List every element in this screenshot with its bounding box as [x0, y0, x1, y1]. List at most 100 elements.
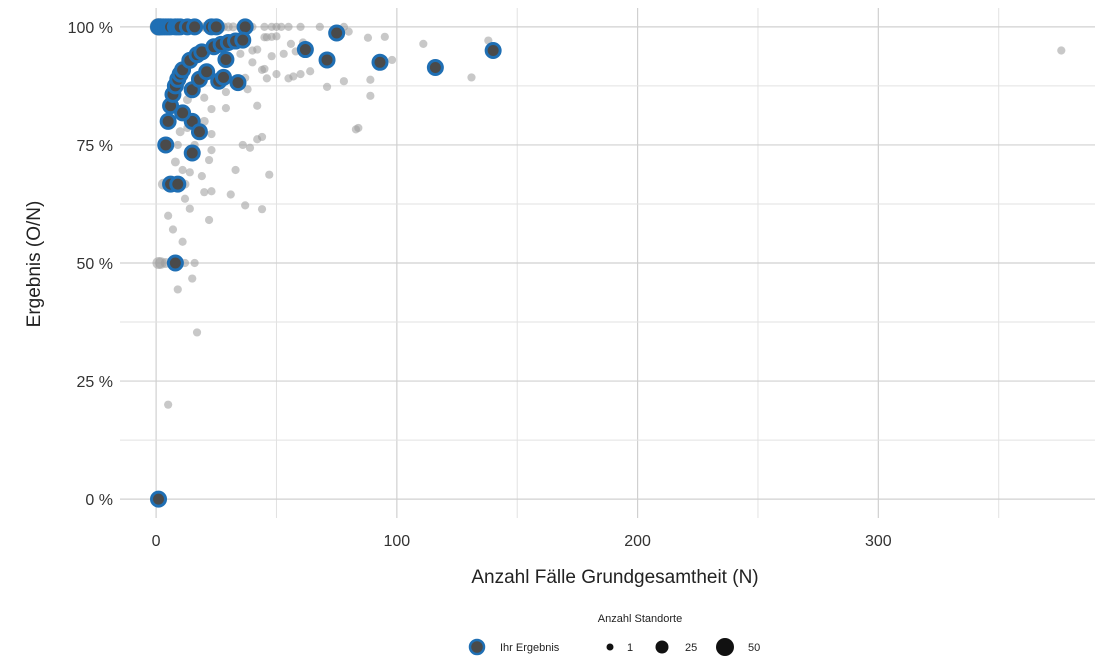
background-point: [173, 285, 182, 294]
background-point: [322, 82, 332, 91]
background-point: [267, 52, 276, 61]
x-tick-label: 200: [624, 533, 651, 550]
background-point: [419, 39, 428, 48]
background-point: [180, 194, 190, 203]
background-point: [245, 143, 255, 152]
highlight-point: [159, 112, 177, 130]
legend: Anzahl Standorte Ihr Ergebnis 1 25 50: [468, 613, 760, 656]
x-tick-label: 300: [865, 533, 892, 550]
background-point: [272, 32, 281, 41]
legend-size-50-marker: [716, 638, 734, 656]
background-point: [178, 165, 187, 175]
highlight-point: [183, 144, 201, 162]
highlight-point: [426, 59, 444, 76]
background-point: [296, 70, 305, 79]
background-point: [1057, 46, 1066, 55]
background-point: [238, 140, 247, 150]
background-point: [170, 157, 180, 167]
background-point: [363, 33, 373, 42]
background-point: [262, 74, 271, 83]
legend-size-1-label: 1: [627, 642, 633, 654]
background-point: [207, 187, 216, 196]
highlight-point: [371, 53, 389, 71]
background-point: [248, 58, 257, 67]
highlight-point: [484, 42, 502, 59]
highlight-point: [207, 18, 225, 36]
highlight-point: [217, 50, 235, 68]
highlight-point: [215, 68, 233, 86]
background-point: [188, 274, 197, 283]
legend-size-25-label: 25: [685, 642, 697, 654]
highlight-points: [150, 18, 502, 508]
background-point: [253, 45, 262, 54]
highlight-point: [190, 123, 208, 141]
legend-highlight-label: Ihr Ergebnis: [500, 642, 560, 654]
highlight-point: [234, 31, 252, 49]
background-point: [339, 77, 348, 86]
background-point: [185, 204, 194, 213]
background-point: [315, 22, 324, 31]
background-point: [204, 215, 214, 225]
x-tick-labels: 0 100 200 300: [152, 533, 892, 550]
highlight-point: [229, 74, 247, 92]
highlight-point: [198, 63, 216, 81]
background-point: [241, 201, 250, 210]
background-point: [351, 125, 361, 134]
background-point: [190, 258, 199, 268]
background-point: [279, 49, 288, 58]
y-tick-label: 0 %: [85, 492, 113, 509]
highlight-point: [186, 18, 204, 36]
highlight-point: [296, 41, 314, 59]
background-point: [192, 328, 202, 337]
background-point: [207, 146, 216, 155]
background-point: [175, 127, 185, 137]
background-point: [197, 172, 206, 181]
background-point: [207, 129, 216, 139]
background-point: [366, 75, 375, 84]
legend-highlight-marker: [468, 638, 486, 656]
background-point: [387, 55, 397, 65]
background-point: [221, 104, 231, 113]
y-tick-labels: 0 % 25 % 50 % 75 % 100 %: [68, 20, 113, 509]
highlight-point: [328, 24, 346, 42]
background-point: [168, 225, 178, 234]
background-point: [173, 140, 182, 150]
grid: [120, 8, 1095, 518]
x-axis-title: Anzahl Fälle Grundgesamtheit (N): [471, 567, 758, 588]
background-point: [265, 170, 274, 179]
y-tick-label: 50 %: [77, 256, 113, 273]
legend-size-25-marker: [655, 640, 669, 654]
highlight-point: [169, 175, 187, 193]
background-point: [253, 101, 262, 110]
highlight-point: [157, 136, 175, 154]
background-point: [226, 190, 235, 199]
background-point: [207, 104, 216, 114]
highlight-point: [236, 18, 254, 36]
background-point: [185, 168, 194, 177]
x-tick-label: 0: [152, 533, 161, 550]
background-point: [366, 91, 375, 100]
legend-title: Anzahl Standorte: [598, 613, 682, 625]
background-point: [277, 22, 286, 31]
y-axis-title: Ergebnis (O/N): [24, 201, 45, 328]
background-point: [296, 22, 305, 31]
background-point: [200, 93, 209, 102]
background-point: [164, 400, 173, 409]
y-tick-label: 100 %: [68, 20, 113, 37]
background-point: [380, 32, 389, 41]
background-point: [284, 22, 293, 31]
legend-size-1-marker: [606, 643, 614, 651]
background-point: [200, 188, 209, 197]
background-point: [289, 72, 298, 81]
background-point: [221, 87, 231, 97]
background-point: [306, 67, 315, 76]
background-point: [257, 132, 267, 142]
y-tick-label: 25 %: [77, 374, 113, 391]
background-point: [467, 73, 476, 82]
highlight-point: [318, 51, 336, 69]
background-point: [164, 211, 173, 220]
background-point: [286, 39, 296, 48]
legend-size-50-label: 50: [748, 642, 760, 654]
highlight-point: [166, 254, 184, 272]
